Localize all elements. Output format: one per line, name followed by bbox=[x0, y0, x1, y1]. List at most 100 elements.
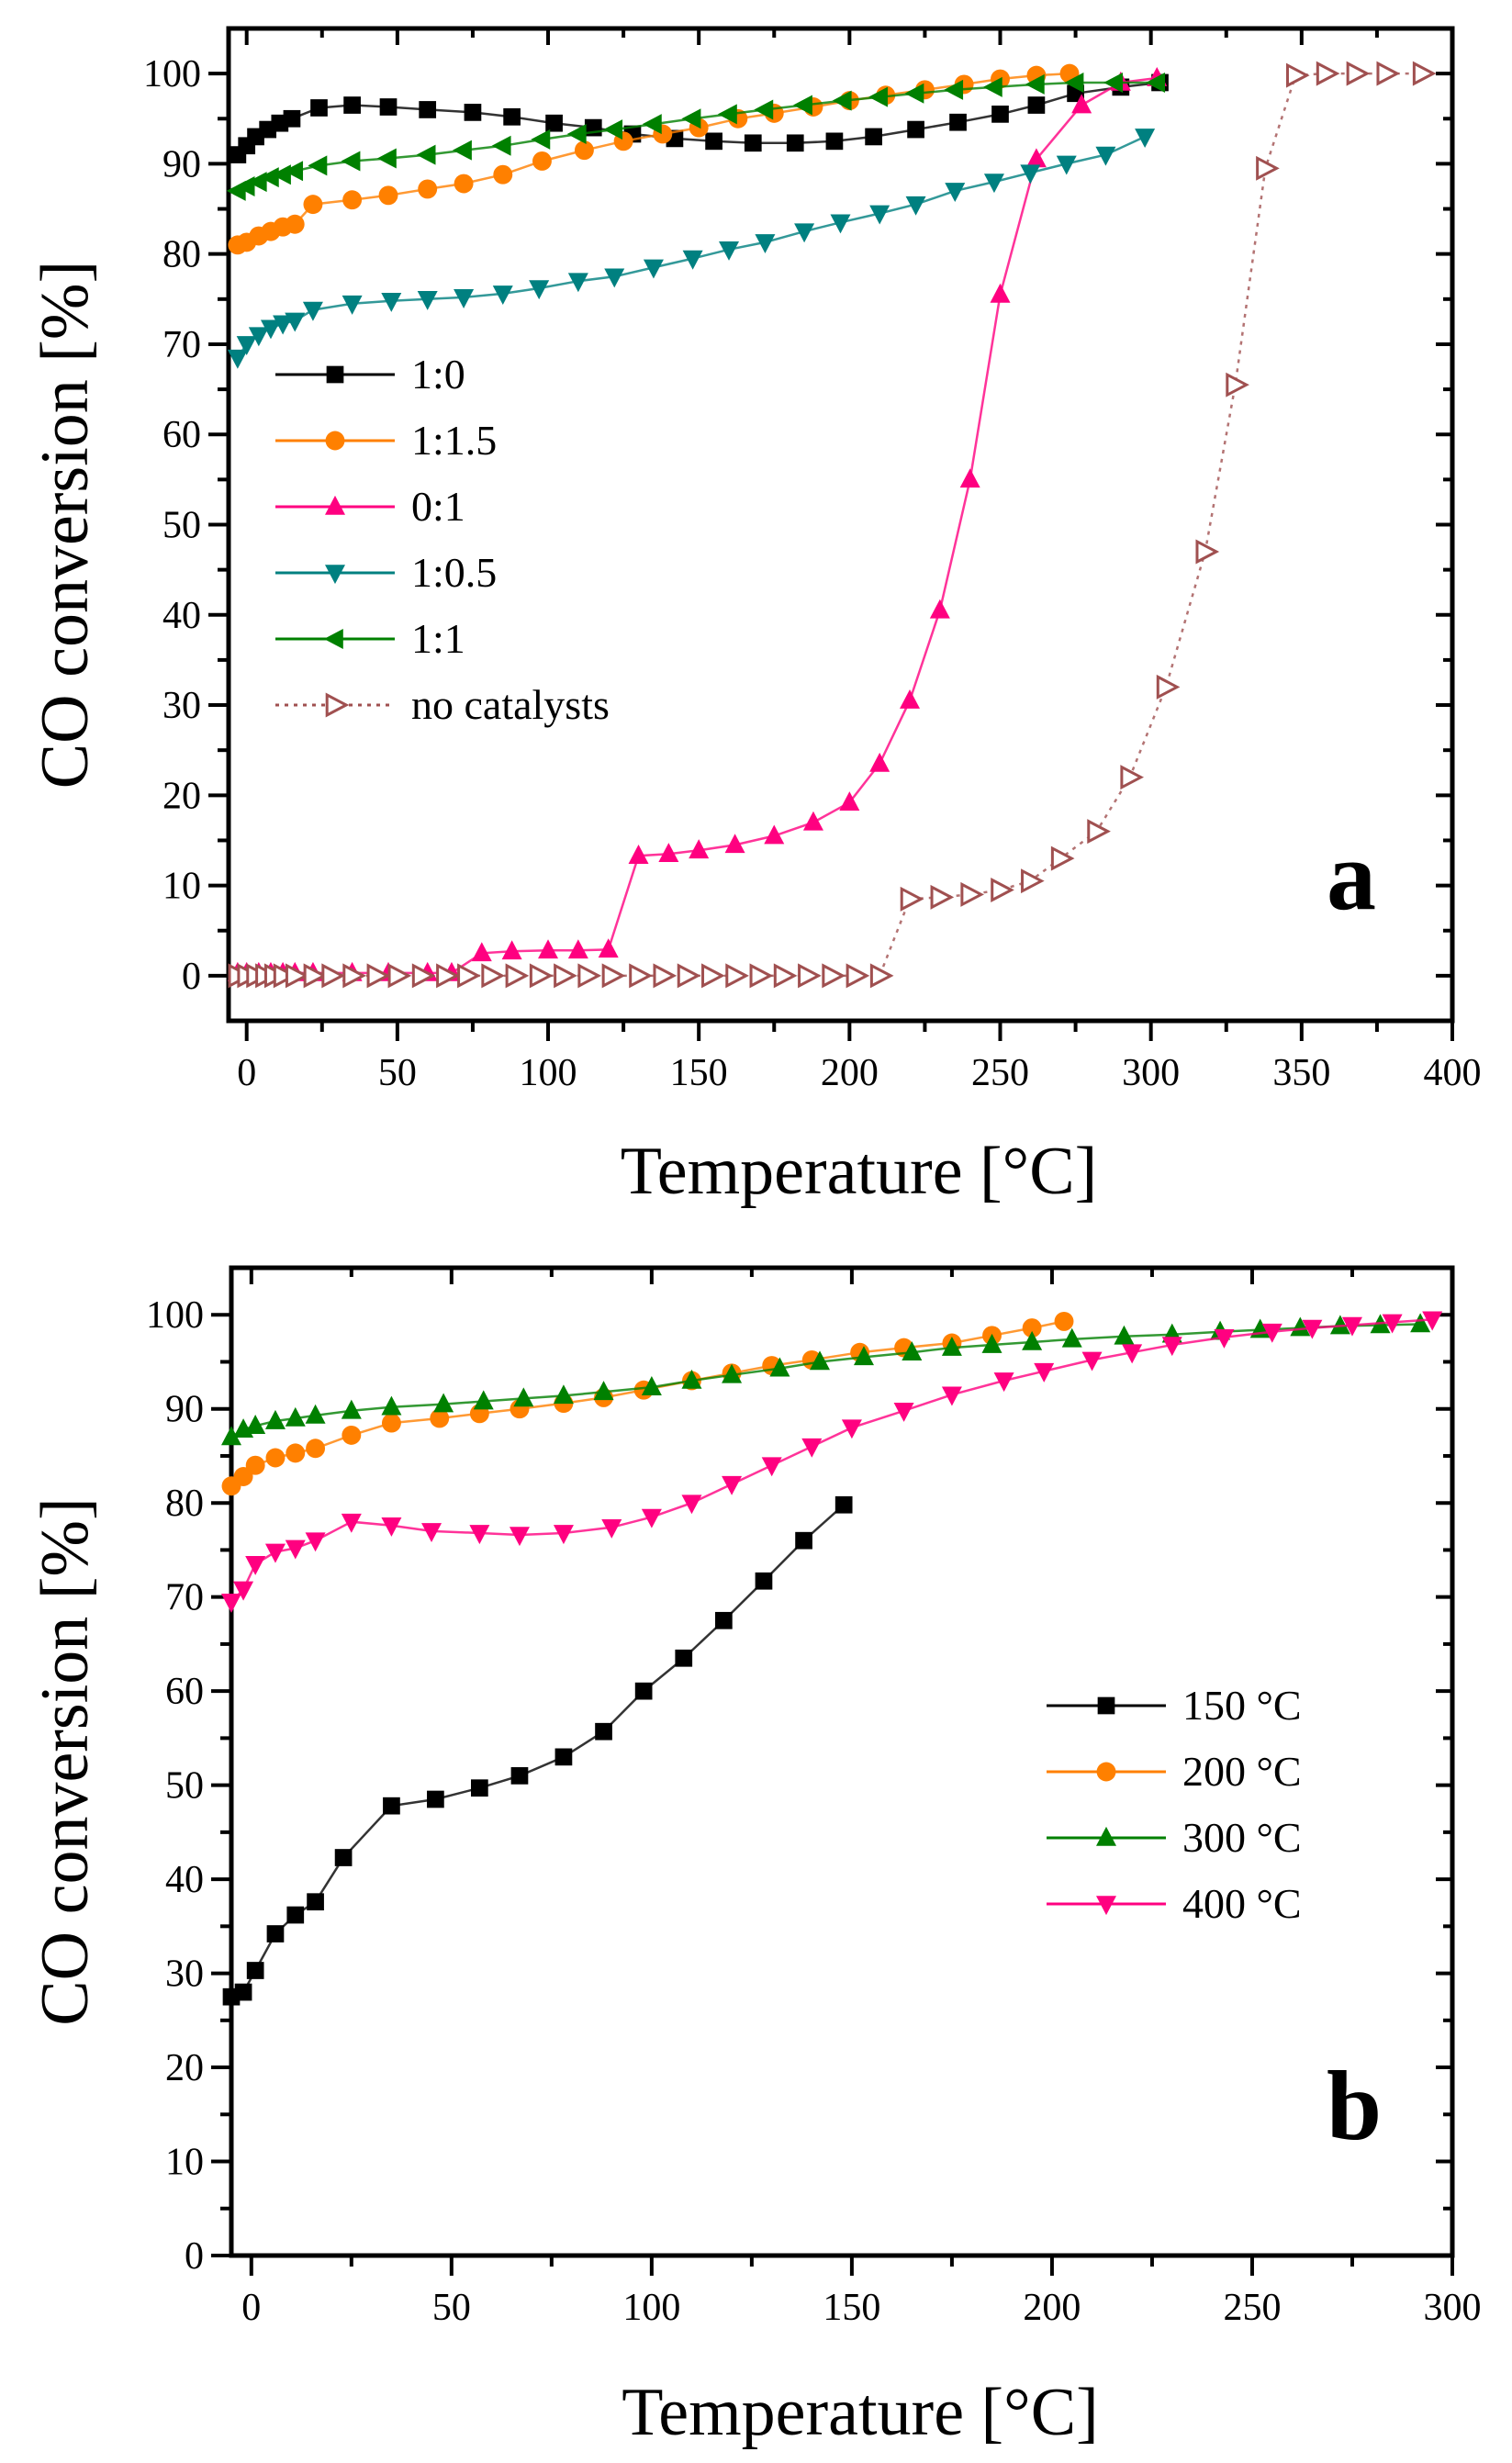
data-point bbox=[233, 1581, 254, 1601]
data-point bbox=[532, 151, 552, 171]
data-point bbox=[681, 1369, 702, 1389]
data-point bbox=[341, 1513, 362, 1533]
data-point bbox=[433, 1393, 454, 1413]
data-point bbox=[1061, 1327, 1082, 1348]
data-point bbox=[567, 273, 588, 293]
plot-frame bbox=[229, 1265, 1455, 2258]
data-point bbox=[598, 938, 619, 958]
data-point bbox=[248, 327, 269, 347]
series-0-1 bbox=[227, 66, 1168, 981]
chart-panel-b: 0 50 100 150 200 250 300 0 10 20 30 40 50 60 70 80 90 100… bbox=[28, 1265, 1482, 2450]
data-point bbox=[264, 1543, 286, 1563]
data-point bbox=[285, 312, 306, 332]
data-point bbox=[491, 135, 511, 156]
data-point bbox=[593, 1381, 614, 1401]
data-point bbox=[567, 939, 588, 959]
legend-entry: 1:0 bbox=[275, 351, 465, 397]
legend-label: 1:1 bbox=[411, 615, 465, 662]
data-point bbox=[366, 963, 391, 989]
y-tick-label: 40 bbox=[162, 595, 201, 637]
series-line bbox=[230, 1318, 1433, 1603]
data-point bbox=[900, 689, 921, 709]
data-point bbox=[982, 76, 1002, 97]
data-point bbox=[643, 259, 664, 279]
data-point bbox=[717, 104, 737, 125]
data-point bbox=[416, 144, 436, 165]
y-tick-label: 30 bbox=[162, 685, 201, 727]
data-point bbox=[264, 1409, 286, 1429]
data-point bbox=[900, 886, 924, 912]
data-point bbox=[810, 1350, 831, 1371]
data-point bbox=[1382, 1314, 1403, 1334]
y-tick-label: 60 bbox=[165, 1671, 204, 1713]
data-point bbox=[754, 99, 774, 120]
data-point bbox=[260, 319, 281, 340]
legend-entry: 400 °C bbox=[1047, 1880, 1302, 1927]
data-point bbox=[286, 1443, 306, 1463]
data-point bbox=[553, 1384, 574, 1405]
data-point bbox=[1034, 1362, 1055, 1383]
data-point bbox=[1261, 1323, 1282, 1343]
legend-label: 300 °C bbox=[1182, 1814, 1302, 1861]
data-point bbox=[601, 963, 626, 989]
data-point bbox=[1329, 1315, 1350, 1335]
series-line bbox=[230, 1320, 1065, 1487]
data-point bbox=[1071, 94, 1092, 114]
data-point bbox=[1214, 1329, 1235, 1349]
data-point bbox=[1285, 62, 1310, 88]
data-point bbox=[869, 205, 890, 225]
x-tick-label: 150 bbox=[670, 1052, 728, 1094]
legend-marker bbox=[1096, 1896, 1116, 1916]
data-point bbox=[334, 1849, 353, 1866]
data-point bbox=[834, 1495, 853, 1514]
data-point bbox=[628, 845, 649, 864]
data-point bbox=[724, 834, 745, 854]
data-point bbox=[830, 214, 851, 234]
series-line bbox=[236, 135, 1146, 359]
panel-label: a bbox=[1327, 822, 1376, 931]
y-tick-label: 30 bbox=[165, 1954, 204, 1996]
data-point bbox=[554, 1748, 573, 1766]
data-point bbox=[529, 963, 554, 989]
legend-label: 150 °C bbox=[1182, 1682, 1302, 1729]
y-tick-label: 10 bbox=[162, 866, 201, 908]
data-point bbox=[1025, 73, 1045, 95]
data-point bbox=[245, 1556, 266, 1575]
data-point bbox=[454, 174, 474, 194]
data-point bbox=[306, 1439, 326, 1459]
data-point bbox=[755, 234, 776, 254]
data-point bbox=[387, 963, 412, 989]
data-point bbox=[941, 1337, 962, 1356]
data-point bbox=[381, 1413, 401, 1433]
data-point bbox=[245, 1455, 265, 1475]
legend-entry: 1:1.5 bbox=[275, 417, 497, 464]
legend-marker bbox=[1097, 1696, 1115, 1715]
data-point bbox=[513, 1387, 534, 1407]
y-tick-label: 10 bbox=[165, 2142, 204, 2184]
data-point bbox=[1195, 539, 1220, 565]
y-tick-label: 0 bbox=[185, 2235, 204, 2278]
y-tick-label: 70 bbox=[165, 1577, 204, 1619]
y-tick-label: 80 bbox=[162, 234, 201, 276]
data-point bbox=[379, 98, 398, 116]
data-point bbox=[577, 963, 602, 989]
data-point bbox=[1025, 148, 1047, 168]
legend-marker bbox=[325, 431, 345, 451]
y-tick-label: 20 bbox=[162, 775, 201, 817]
data-point bbox=[1346, 61, 1371, 86]
data-point bbox=[233, 1467, 253, 1486]
data-point bbox=[786, 134, 804, 152]
data-point bbox=[839, 791, 860, 811]
data-point bbox=[342, 963, 366, 989]
data-point bbox=[869, 963, 894, 989]
data-point bbox=[832, 90, 852, 111]
data-point bbox=[715, 1611, 733, 1629]
data-point bbox=[701, 963, 725, 989]
data-point bbox=[473, 1390, 494, 1410]
x-tick-label: 250 bbox=[971, 1052, 1029, 1094]
data-point bbox=[930, 884, 955, 910]
data-point bbox=[675, 1649, 693, 1667]
data-point bbox=[902, 1341, 923, 1361]
data-point bbox=[501, 940, 522, 960]
legend-label: 400 °C bbox=[1182, 1880, 1302, 1927]
